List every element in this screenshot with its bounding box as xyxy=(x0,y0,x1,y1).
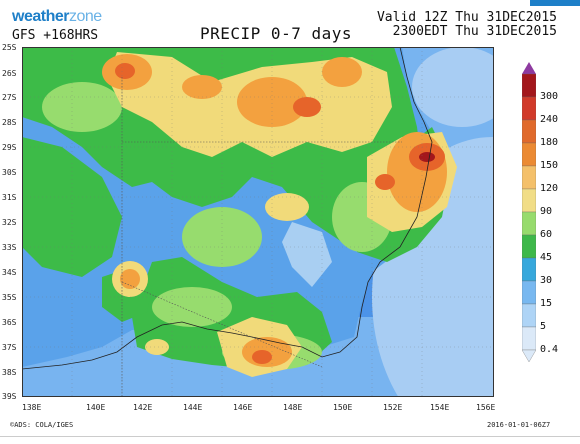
legend-level-label: 240 xyxy=(540,114,559,125)
legend-swatch xyxy=(522,188,536,213)
legend-swatch xyxy=(522,303,536,328)
lat-label: 30S xyxy=(2,168,17,177)
red-2 xyxy=(293,97,321,117)
legend-swatch xyxy=(522,165,536,190)
map-frame xyxy=(22,47,494,397)
legend-swatch xyxy=(522,119,536,144)
legend-swatch xyxy=(522,211,536,236)
lat-label: 27S xyxy=(2,93,17,102)
lon-label: 152E xyxy=(383,403,403,412)
bottom-divider xyxy=(0,436,580,437)
lon-label: 140E xyxy=(86,403,106,412)
credit-right: 2016-01-01-06Z7 xyxy=(487,421,551,429)
lgreen-5 xyxy=(42,82,122,132)
legend-level-label: 150 xyxy=(540,160,559,171)
lon-label: 144E xyxy=(183,403,203,412)
darkred-1 xyxy=(419,152,435,162)
lon-label: 138E xyxy=(22,403,42,412)
yellow-sw xyxy=(145,339,169,355)
legend-swatch xyxy=(522,257,536,282)
legend-level-label: 5 xyxy=(540,321,547,332)
lon-label: 154E xyxy=(430,403,450,412)
state-borders xyxy=(121,77,402,397)
orange-2 xyxy=(237,77,307,127)
lat-label: 33S xyxy=(2,243,17,252)
lon-label: 142E xyxy=(133,403,153,412)
legend-colorbar xyxy=(522,62,536,362)
lon-label: 146E xyxy=(233,403,253,412)
lon-label: 148E xyxy=(283,403,303,412)
brand-accent: zone xyxy=(68,8,102,25)
lat-label: 37S xyxy=(2,343,17,352)
lat-label: 29S xyxy=(2,143,17,152)
orange-6 xyxy=(120,269,140,289)
lat-label: 39S xyxy=(2,392,17,401)
valid-time-local: 2300EDT Thu 31DEC2015 xyxy=(392,24,557,39)
yellow-mid xyxy=(265,193,309,221)
lat-label: 32S xyxy=(2,218,17,227)
lat-label: 36S xyxy=(2,318,17,327)
lgreen-1 xyxy=(182,207,262,267)
lat-label: 38S xyxy=(2,368,17,377)
brand-main: weather xyxy=(12,8,69,25)
precip-map xyxy=(22,47,494,397)
lat-label: 28S xyxy=(2,118,17,127)
legend-swatch xyxy=(522,73,536,98)
ocean-ne-light xyxy=(412,47,494,127)
corner-accent xyxy=(530,0,580,6)
orange-7 xyxy=(182,75,222,99)
legend-swatch xyxy=(522,326,536,351)
lat-label: 35S xyxy=(2,293,17,302)
legend-swatch xyxy=(522,96,536,121)
chart-title: PRECIP 0-7 days xyxy=(200,24,352,43)
legend-level-label: 45 xyxy=(540,252,553,263)
coastline xyxy=(22,47,433,370)
legend-level-label: 15 xyxy=(540,298,553,309)
valid-time-utc: Valid 12Z Thu 31DEC2015 xyxy=(376,10,557,25)
lon-label: 156E xyxy=(476,403,496,412)
lgreen-2 xyxy=(152,287,232,327)
legend-level-label: 0.4 xyxy=(540,344,559,355)
orange-4 xyxy=(387,132,447,212)
lat-label: 31S xyxy=(2,193,17,202)
legend-level-label: 60 xyxy=(540,229,553,240)
grid xyxy=(22,47,494,397)
lon-label: 150E xyxy=(333,403,353,412)
legend-level-label: 90 xyxy=(540,206,553,217)
brand-logo: weatherzone xyxy=(12,8,102,26)
legend-swatch xyxy=(522,280,536,305)
model-label: GFS +168HRS xyxy=(12,28,99,43)
orange-3 xyxy=(322,57,362,87)
legend-swatch xyxy=(522,142,536,167)
credit-left: ©ADS: COLA/IGES xyxy=(10,421,74,429)
light-inland xyxy=(282,222,332,287)
legend-cap-bottom xyxy=(522,349,536,362)
legend-level-label: 180 xyxy=(540,137,559,148)
red-1 xyxy=(115,63,135,79)
legend-level-label: 300 xyxy=(540,91,559,102)
lat-label: 25S xyxy=(2,43,17,52)
legend-swatch xyxy=(522,234,536,259)
legend-level-label: 30 xyxy=(540,275,553,286)
legend-cap xyxy=(522,62,536,74)
legend-level-label: 120 xyxy=(540,183,559,194)
red-5 xyxy=(252,350,272,364)
lat-label: 26S xyxy=(2,69,17,78)
lat-label: 34S xyxy=(2,268,17,277)
red-4 xyxy=(375,174,395,190)
